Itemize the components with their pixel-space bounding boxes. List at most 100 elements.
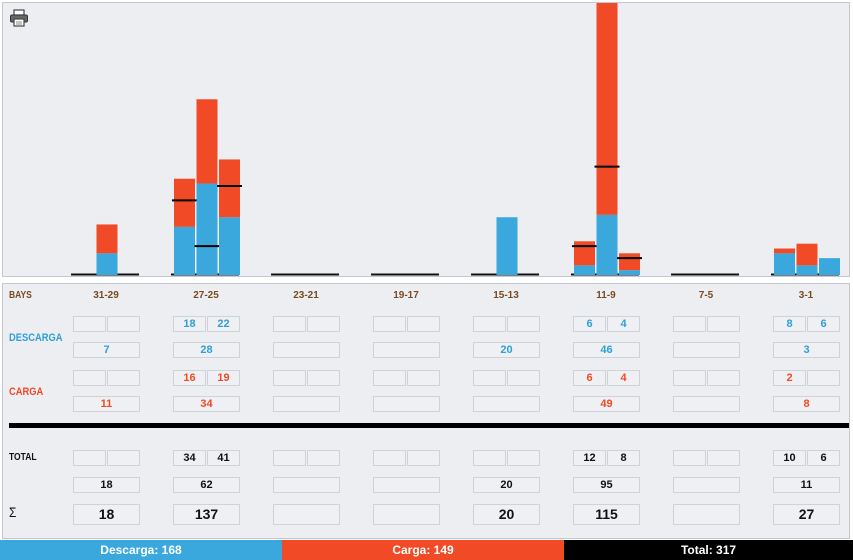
bay-header: 3-1 [798,290,814,301]
descarga-total-cell: 28 [173,342,240,358]
subtotal-cell: 20 [473,477,540,493]
sum-cell: 115 [573,504,640,525]
total-cell: 12 [573,450,606,466]
bay-header: 15-13 [493,290,519,301]
carga-cell [307,370,340,386]
subtotal-cell [673,477,740,493]
carga-label: CARGA [9,386,44,398]
subtotal-cell [373,477,440,493]
sum-cell [273,504,340,525]
descarga-bar [574,265,595,275]
subtotal-cell: 11 [773,477,840,493]
carga-cell: 16 [173,370,206,386]
total-cell [73,450,106,466]
carga-cell: 2 [773,370,806,386]
carga-bar [174,178,195,227]
subtotal-cell [273,477,340,493]
bay-header: 23-21 [293,290,319,301]
descarga-total-cell: 7 [73,342,140,358]
descarga-cell [707,316,740,332]
descarga-cell: 6 [807,316,840,332]
sum-cell: 18 [73,504,140,525]
carga-cell: 19 [207,370,240,386]
descarga-cell [407,316,440,332]
carga-cell [473,370,506,386]
carga-total-cell: 49 [573,396,640,412]
chart-panel [2,2,850,277]
descarga-label: DESCARGA [9,332,63,344]
descarga-cell: 22 [207,316,240,332]
descarga-cell [673,316,706,332]
descarga-bar [619,270,640,275]
descarga-bar [819,258,840,275]
descarga-cell: 6 [573,316,606,332]
carga-bar [774,248,795,254]
descarga-cell: 8 [773,316,806,332]
sum-cell [373,504,440,525]
summary-footer: Descarga: 168 Carga: 149 Total: 317 [0,540,853,560]
carga-cell [73,370,106,386]
carga-cell [273,370,306,386]
footer-carga: Carga: 149 [282,540,564,560]
descarga-cell [273,316,306,332]
descarga-cell [373,316,406,332]
descarga-bar [196,183,218,275]
descarga-bar [796,265,818,275]
total-cell [107,450,140,466]
total-cell: 6 [807,450,840,466]
carga-cell [673,370,706,386]
total-cell [307,450,340,466]
carga-cell: 4 [607,370,640,386]
carga-total-cell [373,396,440,412]
descarga-cell [107,316,140,332]
carga-bar [219,159,240,218]
total-cell [407,450,440,466]
descarga-cell: 18 [173,316,206,332]
total-cell [707,450,740,466]
total-cell [373,450,406,466]
sum-cell: 27 [773,504,840,525]
sum-cell: 137 [173,504,240,525]
descarga-total-cell [673,342,740,358]
sum-symbol: Σ [9,504,17,520]
total-cell: 10 [773,450,806,466]
carga-bar [596,3,618,215]
subtotal-cell: 95 [573,477,640,493]
descarga-cell [73,316,106,332]
bay-header: 31-29 [93,290,119,301]
total-cell: 34 [173,450,206,466]
printer-icon[interactable] [9,9,29,27]
carga-bar [574,241,595,266]
carga-bar [796,243,818,266]
descarga-total-cell: 46 [573,342,640,358]
carga-bar [196,99,218,184]
descarga-bar [96,253,118,275]
descarga-total-cell [273,342,340,358]
carga-cell [107,370,140,386]
carga-total-cell [473,396,540,412]
bay-header: 19-17 [393,290,419,301]
subtotal-cell: 18 [73,477,140,493]
section-divider [9,423,849,428]
descarga-bar [774,253,795,275]
carga-cell [407,370,440,386]
descarga-bar [596,214,618,275]
descarga-cell [507,316,540,332]
descarga-total-cell [373,342,440,358]
total-cell [507,450,540,466]
descarga-cell: 4 [607,316,640,332]
bay-header: 27-25 [193,290,219,301]
descarga-cell [307,316,340,332]
descarga-cell [473,316,506,332]
carga-total-cell [273,396,340,412]
carga-total-cell: 34 [173,396,240,412]
sum-cell: 20 [473,504,540,525]
total-label: TOTAL [9,452,37,463]
carga-total-cell: 11 [73,396,140,412]
descarga-bar [496,217,518,275]
total-cell: 41 [207,450,240,466]
total-cell [673,450,706,466]
subtotal-cell: 62 [173,477,240,493]
carga-cell: 6 [573,370,606,386]
descarga-total-cell: 20 [473,342,540,358]
